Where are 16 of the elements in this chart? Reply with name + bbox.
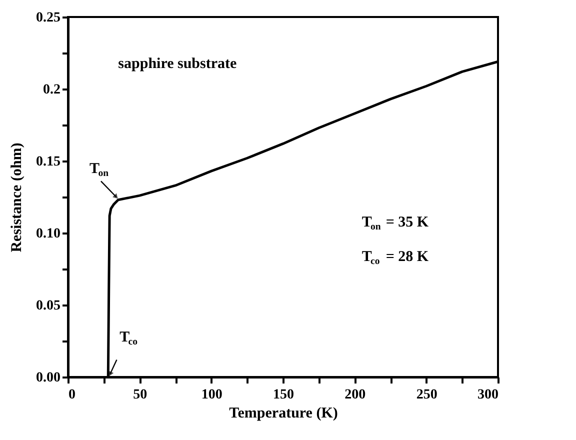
y-tick-label: 0.2 — [43, 82, 60, 98]
x-tick-label: 0 — [68, 388, 76, 402]
x-tick-label: 250 — [416, 388, 438, 402]
x-tick-label: 50 — [133, 388, 148, 402]
y-axis-title: Resistance (ohm) — [9, 142, 25, 252]
y-tick-label: 0.00 — [36, 370, 60, 386]
y-tick-label: 0.15 — [36, 154, 60, 170]
x-axis-title: Temperature (K) — [229, 406, 338, 422]
y-tick-label: 0.10 — [36, 226, 60, 242]
x-tick-label: 200 — [344, 388, 366, 402]
x-tick-label: 150 — [273, 388, 294, 402]
annotation: sapphire substrate — [118, 56, 237, 72]
y-tick-label: 0.25 — [36, 10, 60, 26]
x-tick-label: 300 — [478, 388, 498, 402]
y-tick-label: 0.05 — [36, 298, 60, 314]
x-tick-label: 100 — [201, 388, 222, 402]
